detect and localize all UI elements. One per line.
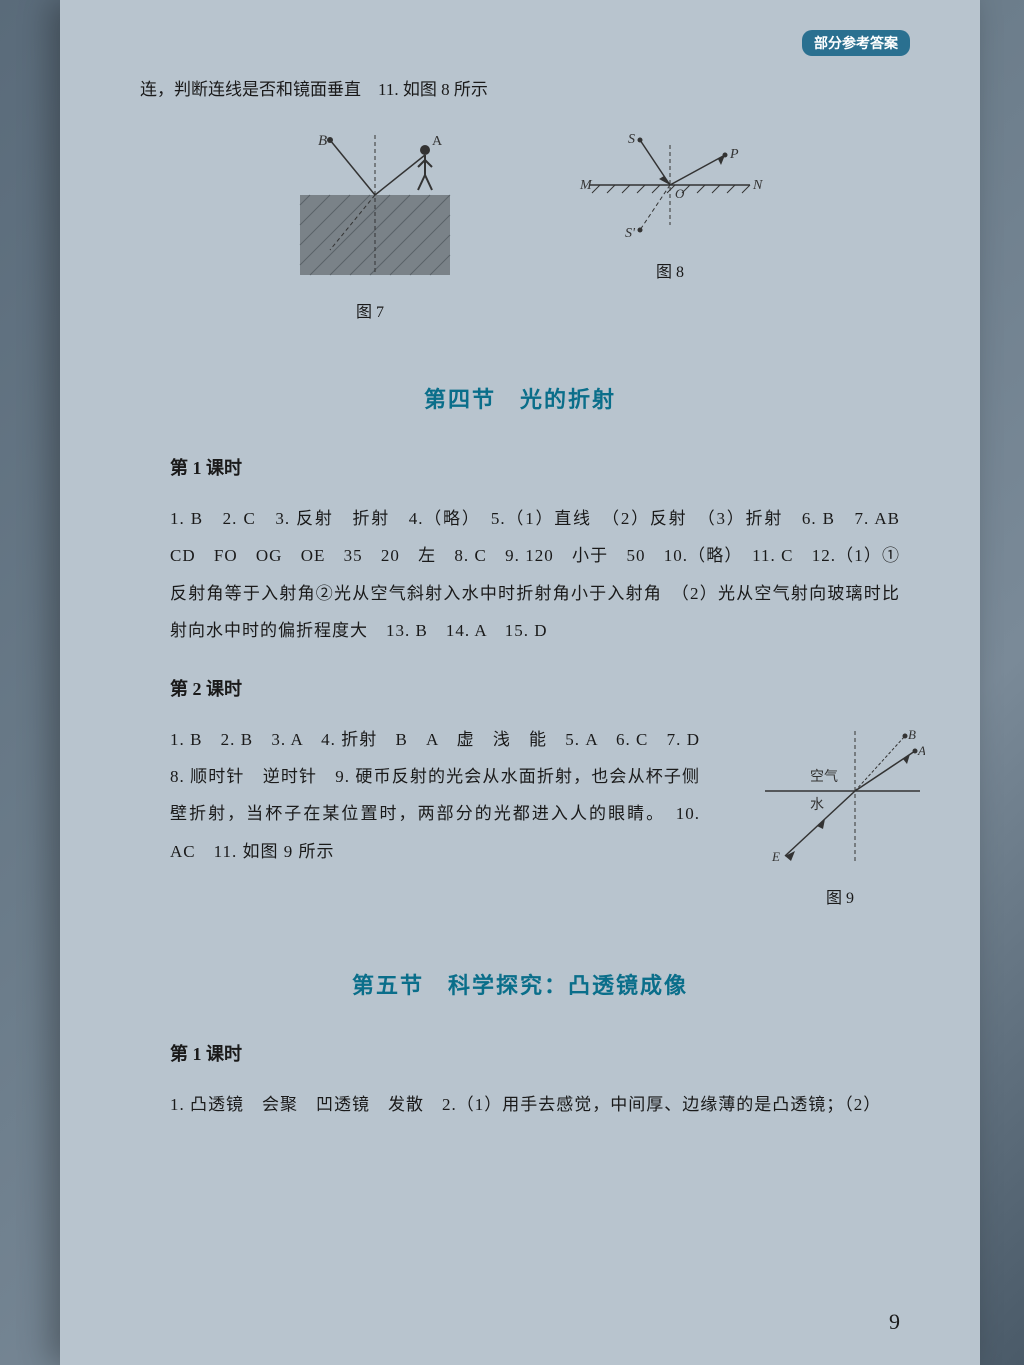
figures-row: B A 图 7 [110,125,930,322]
fig7-label-b: B [318,133,327,149]
fig7-label-a: A [432,134,443,149]
header-badge: 部分参考答案 [802,30,910,56]
fig9-label-e: E [771,849,780,864]
fig9-arrow-in [817,819,825,829]
fig9-point-b [903,733,908,738]
figure-9: A B E 空气 水 图 9 [750,721,930,908]
fig9-label-air: 空气 [810,769,838,785]
lesson-1-answers: 1. B 2. C 3. 反射 折射 4.（略） 5.（1）直线 （2）反射 （… [170,500,900,650]
fig9-label-b: B [908,727,916,742]
intro-line: 连，判断连线是否和镜面垂直 11. 如图 8 所示 [140,75,930,100]
fig9-label-water: 水 [810,797,824,813]
figure-8: S P S' M N O 图 8 [570,125,770,322]
section5-lesson-1-answers: 1. 凸透镜 会聚 凹透镜 发散 2.（1）用手去感觉，中间厚、边缘薄的是凸透镜… [170,1086,900,1123]
page-number: 9 [889,1309,900,1335]
fig8-label-s: S [628,132,635,147]
lesson-2-heading: 第 2 课时 [170,675,930,701]
fig9-arrow-a [903,754,910,764]
section5-lesson-1-heading: 第 1 课时 [170,1040,930,1066]
lesson-2-answers: 1. B 2. B 3. A 4. 折射 B A 虚 浅 能 5. A 6. C… [170,721,700,871]
fig8-label-sprime: S' [625,226,636,241]
section-5-title: 第五节 科学探究：凸透镜成像 [110,968,930,1000]
figure-7-svg: B A [270,125,470,285]
figure-8-svg: S P S' M N O [570,125,770,245]
fig8-label-p: P [729,147,739,162]
fig8-label-n: N [752,178,763,193]
figure-7-label: 图 7 [270,298,470,322]
fig8-hatches [592,185,750,193]
figure-8-label: 图 8 [570,258,770,282]
fig9-arrow-e [785,851,795,861]
fig8-point-s [638,138,643,143]
fig9-label-a: A [917,743,925,758]
fig8-point-sprime [638,228,643,233]
figure-9-svg: A B E 空气 水 [755,721,925,871]
fig7-ray1 [330,140,375,195]
figure-9-label: 图 9 [750,884,930,908]
section-4-title: 第四节 光的折射 [110,382,930,414]
fig8-virtual [640,185,670,230]
fig9-point-a [913,748,918,753]
figure-7: B A 图 7 [270,125,470,322]
lesson-1-heading: 第 1 课时 [170,454,930,480]
fig8-label-m: M [579,178,593,193]
fig8-label-o: O [675,186,685,201]
page-container: 部分参考答案 连，判断连线是否和镜面垂直 11. 如图 8 所示 [60,0,980,1365]
fig8-point-p [723,153,728,158]
fig7-person [418,145,432,190]
fig8-arrow1 [659,176,670,185]
fig8-reflected [670,155,725,185]
